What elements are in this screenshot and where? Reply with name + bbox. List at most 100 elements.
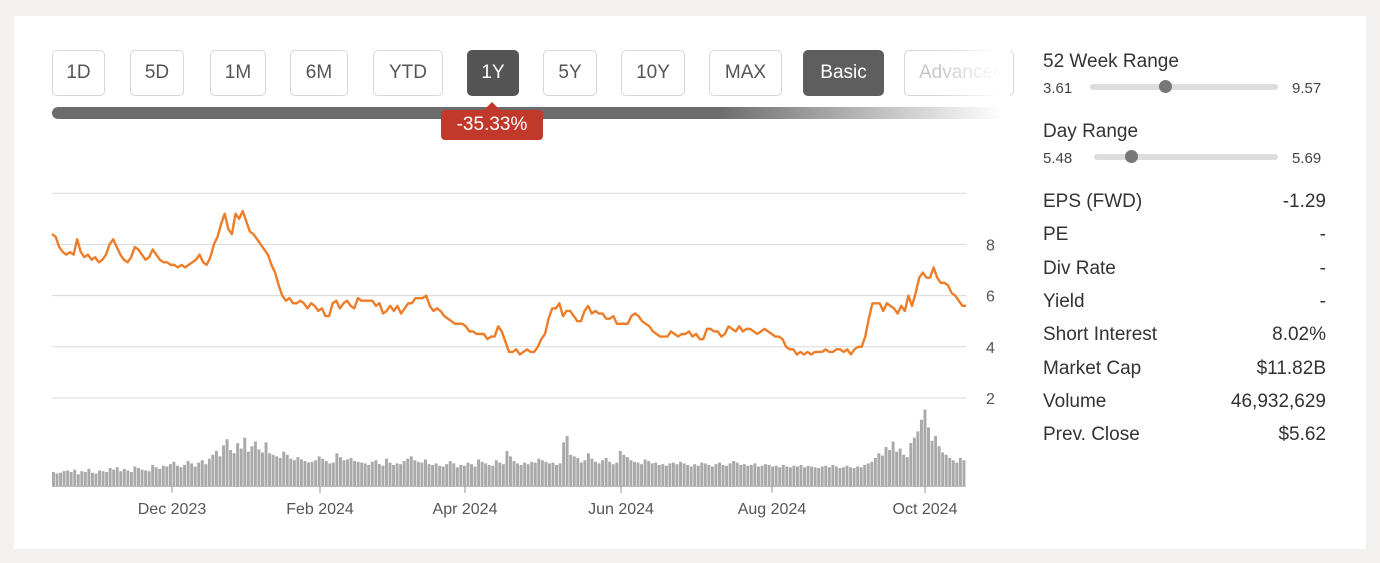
volume-bar	[367, 464, 371, 486]
volume-bar	[108, 468, 112, 486]
volume-bar	[845, 465, 849, 486]
volume-bar	[126, 470, 130, 486]
volume-bar	[937, 446, 941, 486]
volume-bar	[912, 437, 916, 486]
volume-bar	[303, 461, 307, 486]
volume-bar	[140, 469, 144, 486]
volume-bar	[873, 457, 877, 486]
timeframe-button-ytd[interactable]: YTD	[373, 50, 443, 96]
volume-bar	[335, 453, 339, 486]
volume-bar	[629, 460, 633, 486]
volume-bar	[558, 463, 562, 486]
volume-bar	[686, 464, 690, 486]
volume-bar	[338, 457, 342, 486]
volume-bar	[172, 461, 176, 486]
volume-bar	[604, 457, 608, 486]
volume-bar	[346, 459, 349, 486]
volume-bar	[392, 464, 396, 486]
volume-bar	[310, 461, 314, 486]
timeframe-button-5y[interactable]: 5Y	[543, 50, 597, 96]
volume-bar	[416, 461, 420, 486]
timeframe-button-max[interactable]: MAX	[709, 50, 782, 96]
volume-bar	[183, 464, 187, 486]
volume-bar	[314, 460, 318, 486]
volume-bar	[732, 461, 736, 486]
volume-bar	[55, 473, 59, 486]
week52-range-track	[1090, 84, 1278, 90]
stat-value: 46,932,629	[1230, 391, 1326, 412]
timeframe-button-5d[interactable]: 5D	[130, 50, 184, 96]
volume-bar	[80, 471, 84, 486]
volume-bar	[586, 453, 590, 486]
price-line	[51, 209, 966, 356]
volume-bar	[962, 460, 966, 486]
volume-bar	[689, 466, 693, 486]
volume-bar	[877, 453, 881, 486]
volume-bar	[537, 458, 541, 486]
volume-bar	[200, 460, 204, 486]
volume-bar	[951, 460, 955, 486]
volume-bar	[572, 456, 576, 486]
volume-bar	[232, 453, 236, 486]
volume-bar	[137, 468, 140, 486]
stat-value: -1.29	[1282, 191, 1326, 212]
volume-bar	[820, 466, 824, 486]
volume-bar	[459, 464, 463, 486]
volume-bar	[292, 460, 296, 486]
volume-bar	[402, 461, 406, 486]
volume-bar	[278, 457, 282, 486]
volume-bar	[448, 461, 452, 486]
volume-bar	[218, 456, 222, 486]
x-tick-label: Apr 2024	[433, 501, 498, 518]
timeframe-button-10y[interactable]: 10Y	[621, 50, 685, 96]
volume-bar	[83, 471, 87, 486]
basic-view-button[interactable]: Basic	[803, 50, 884, 96]
volume-bar	[413, 460, 417, 486]
volume-bar	[491, 465, 495, 486]
volume-bar	[703, 463, 707, 486]
volume-bar	[360, 462, 364, 486]
volume-bar	[73, 469, 77, 486]
volume-bar	[739, 464, 743, 486]
timeframe-button-6m[interactable]: 6M	[290, 50, 348, 96]
volume-bar	[349, 457, 353, 486]
volume-bar	[519, 464, 523, 486]
volume-bar	[856, 466, 860, 486]
volume-bar	[569, 454, 573, 486]
timeframe-button-1m[interactable]: 1M	[210, 50, 266, 96]
volume-bar	[792, 465, 796, 486]
volume-bar	[749, 464, 753, 486]
volume-bar	[551, 462, 555, 486]
volume-bar	[264, 442, 268, 486]
volume-bar	[94, 473, 98, 486]
stat-label: Yield	[1043, 291, 1085, 312]
timeframe-button-1d[interactable]: 1D	[52, 50, 105, 96]
volume-bar	[941, 452, 945, 486]
volume-bar	[834, 466, 838, 486]
volume-bar	[498, 462, 502, 486]
volume-bar	[331, 462, 335, 486]
volume-bar	[427, 464, 431, 486]
timeframe-button-1y[interactable]: 1Y	[467, 50, 519, 96]
volume-bar	[214, 450, 218, 486]
volume-bar	[824, 465, 828, 486]
x-tick-label: Jun 2024	[588, 501, 654, 518]
volume-bar	[930, 440, 934, 486]
y-tick-label: 4	[986, 340, 995, 357]
volume-bar	[59, 472, 63, 486]
stat-label: Market Cap	[1043, 358, 1142, 379]
volume-bar	[643, 459, 647, 486]
volume-bar	[909, 443, 913, 486]
volume-bar	[866, 463, 870, 486]
volume-bar	[742, 464, 746, 486]
volume-bar	[746, 465, 750, 486]
volume-bar	[353, 461, 357, 486]
day-range-title: Day Range	[1043, 121, 1139, 142]
volume-bar	[207, 458, 211, 486]
volume-bar	[261, 452, 264, 486]
volume-bar	[285, 454, 289, 486]
volume-bar	[487, 464, 491, 486]
volume-bar	[664, 465, 668, 486]
volume-bar	[253, 441, 257, 486]
volume-bar	[803, 467, 806, 486]
